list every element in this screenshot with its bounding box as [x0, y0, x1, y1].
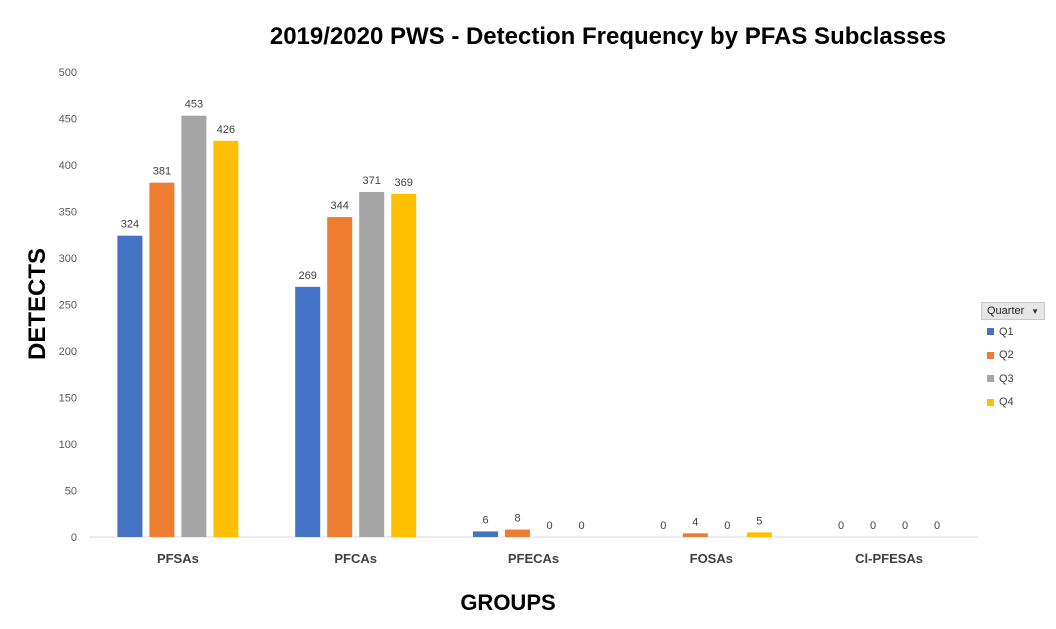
data-label: 324 — [121, 219, 139, 231]
y-tick-label: 200 — [59, 346, 77, 358]
data-label: 4 — [692, 516, 698, 528]
legend-label: Q1 — [999, 325, 1014, 338]
bars-group — [117, 115, 772, 538]
data-labels-group: 324 381 453 426 269 344 371 369 6 8 0 0 0 4 0 5 0 0 0 0 — [121, 99, 940, 532]
legend-label: Q2 — [999, 349, 1014, 362]
legend-item-q2[interactable]: Q2 — [981, 344, 1045, 368]
dropdown-arrow-icon: ▼ — [1031, 306, 1039, 316]
data-label: 0 — [724, 520, 730, 532]
data-label: 0 — [660, 520, 666, 532]
legend-swatch — [987, 351, 994, 359]
legend-swatch — [987, 375, 994, 383]
data-label: 369 — [395, 177, 413, 189]
legend: Quarter ▼ Q1 Q2 Q3 Q4 — [981, 302, 1045, 414]
y-tick-label: 350 — [59, 207, 77, 219]
legend-swatch — [987, 398, 994, 406]
y-tick-label: 0 — [71, 532, 77, 544]
legend-swatch — [987, 328, 994, 336]
bar-q2 — [505, 529, 530, 537]
y-tick-label: 300 — [59, 253, 77, 265]
legend-items: Q1 Q2 Q3 Q4 — [981, 320, 1045, 414]
bar-q3 — [359, 191, 385, 537]
bar-q4 — [391, 193, 417, 537]
data-label: 0 — [578, 520, 584, 532]
legend-label: Q3 — [999, 372, 1014, 385]
data-label: 8 — [514, 513, 520, 525]
data-label: 0 — [870, 520, 876, 532]
data-label: 0 — [546, 520, 552, 532]
data-label: 0 — [902, 520, 908, 532]
y-tick-label: 500 — [59, 67, 77, 79]
data-label: 6 — [482, 514, 488, 526]
y-tick-label: 250 — [59, 300, 77, 312]
x-axis-title: GROUPS — [460, 590, 555, 615]
legend-item-q3[interactable]: Q3 — [981, 367, 1045, 391]
y-tick-label: 450 — [59, 114, 77, 126]
data-label: 344 — [331, 200, 349, 212]
category-label: PFSAs — [157, 551, 199, 566]
legend-item-q4[interactable]: Q4 — [981, 391, 1045, 415]
bar-q2 — [149, 182, 175, 538]
y-tick-label: 50 — [65, 486, 77, 498]
bar-q3 — [181, 115, 207, 538]
bar-q1 — [473, 531, 498, 537]
bar-q4 — [213, 140, 239, 537]
y-axis-title: DETECTS — [24, 248, 51, 360]
category-label: Cl-PFESAs — [855, 551, 923, 566]
bar-q1 — [295, 286, 321, 537]
category-label: PFECAs — [508, 551, 559, 566]
legend-item-q1[interactable]: Q1 — [981, 320, 1045, 344]
legend-filter-button[interactable]: Quarter ▼ — [981, 302, 1045, 320]
bar-q2 — [327, 217, 353, 537]
data-label: 426 — [217, 124, 235, 136]
data-label: 269 — [299, 270, 317, 282]
chart-title: 2019/2020 PWS - Detection Frequency by P… — [270, 23, 946, 50]
y-tick-label: 400 — [59, 160, 77, 172]
category-label: PFCAs — [334, 551, 377, 566]
data-label: 0 — [838, 520, 844, 532]
bar-q1 — [117, 235, 143, 537]
y-tick-label: 150 — [59, 393, 77, 405]
category-label: FOSAs — [690, 551, 733, 566]
data-label: 381 — [153, 166, 171, 178]
y-tick-label: 100 — [59, 439, 77, 451]
data-label: 371 — [363, 175, 381, 187]
category-labels: PFSAs PFCAs PFECAs FOSAs Cl-PFESAs — [157, 551, 923, 566]
bar-q2 — [682, 533, 708, 537]
data-label: 453 — [185, 99, 203, 111]
data-label: 5 — [756, 515, 762, 527]
legend-title: Quarter — [987, 305, 1025, 317]
data-label: 0 — [934, 520, 940, 532]
y-axis-ticks: 0 50 100 150 200 250 300 350 400 450 500 — [59, 67, 77, 544]
bar-q4 — [746, 532, 772, 537]
legend-label: Q4 — [999, 396, 1014, 409]
